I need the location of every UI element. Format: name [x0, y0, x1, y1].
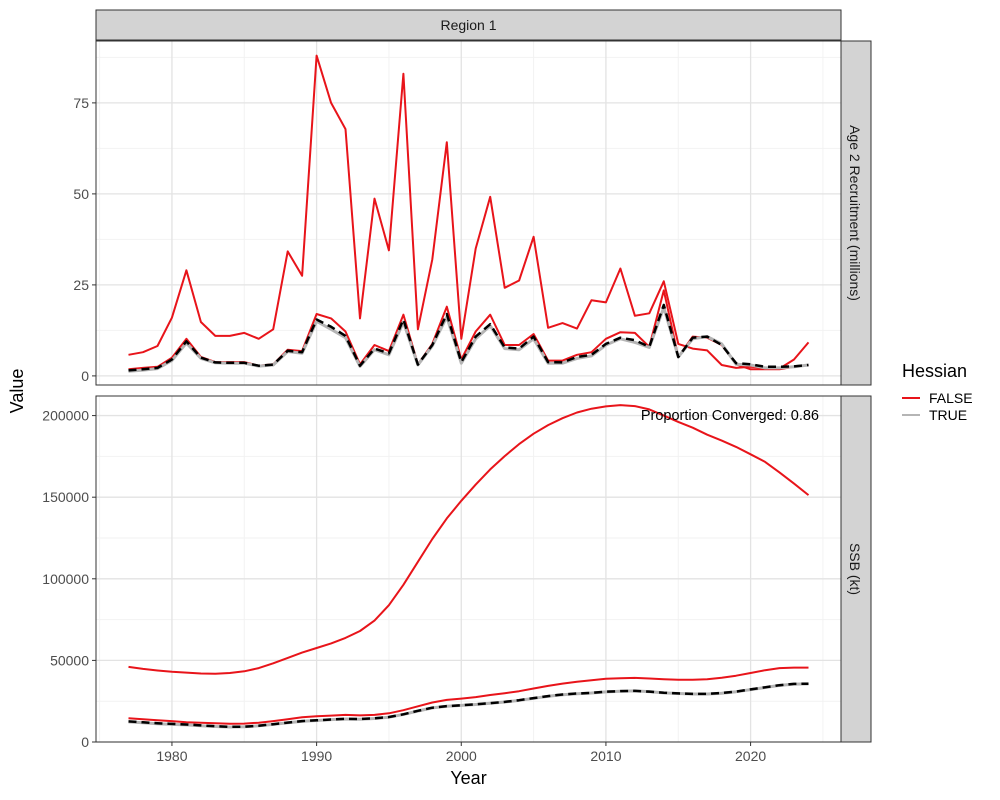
x-tick-label: 2010 — [590, 748, 621, 764]
series-median — [128, 682, 809, 729]
facet-strip-right-label: Age 2 Recruitment (millions) — [847, 125, 863, 301]
facet-strip-right-label: SSB (kt) — [847, 543, 863, 595]
panel-lines — [128, 54, 810, 373]
series-median — [128, 303, 809, 372]
y-tick-label: 200000 — [42, 408, 89, 424]
series-false-upper — [128, 404, 810, 675]
panel-background — [96, 41, 841, 385]
x-tick-label: 2020 — [735, 748, 766, 764]
y-tick-label: 0 — [81, 734, 89, 750]
legend-label-true: TRUE — [929, 407, 967, 423]
facet-strip-right — [840, 395, 872, 743]
y-tick-label: 75 — [73, 95, 89, 111]
series-false-lower — [128, 666, 809, 725]
y-axis-ticks: 0 50000 100000 150000 200000 — [42, 408, 96, 750]
panel-background — [96, 396, 841, 742]
y-tick-label: 50000 — [50, 652, 89, 668]
series-false-upper — [128, 54, 810, 370]
panel-ssb: 0 50000 100000 150000 200000 SSB (kt) Propor… — [42, 395, 872, 750]
y-axis-ticks: 0 25 50 75 — [73, 95, 96, 384]
x-tick-label: 1990 — [301, 748, 332, 764]
y-tick-label: 100000 — [42, 571, 89, 587]
converged-annotation: Proportion Converged: 0.86 — [641, 408, 819, 424]
y-tick-label: 25 — [73, 277, 89, 293]
legend-label-false: FALSE — [929, 390, 973, 406]
y-tick-label: 0 — [81, 368, 89, 384]
y-axis-title: Value — [7, 369, 27, 414]
facet-strip-top-label: Region 1 — [440, 17, 496, 33]
legend-title: Hessian — [902, 361, 967, 381]
x-tick-label: 1980 — [156, 748, 187, 764]
legend: Hessian FALSE TRUE — [902, 361, 973, 423]
panel-grid — [96, 41, 841, 385]
y-tick-label: 150000 — [42, 489, 89, 505]
x-tick-label: 2000 — [446, 748, 477, 764]
panel-lines — [128, 404, 810, 729]
legend-entry-true: TRUE — [902, 407, 967, 423]
panel-recruitment: 0 25 50 75 Age 2 Recruitment (millions) — [73, 40, 872, 386]
x-axis-title: Year — [450, 768, 486, 788]
facet-strip-right — [840, 40, 872, 386]
legend-entry-false: FALSE — [902, 390, 973, 406]
facet-strip-top — [95, 9, 842, 41]
y-tick-label: 50 — [73, 186, 89, 202]
x-axis-ticks: 1980 1990 2000 2010 2020 — [156, 742, 766, 764]
